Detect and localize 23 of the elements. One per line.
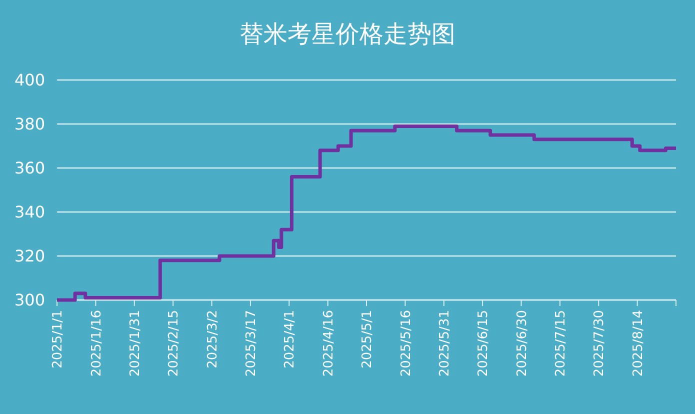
x-tick-label: 2025/1/1 <box>50 310 66 368</box>
x-tick-label: 2025/4/1 <box>282 310 298 368</box>
chart-title: 替米考星价格走势图 <box>240 20 456 48</box>
y-tick-label: 380 <box>14 114 45 134</box>
x-tick-label: 2025/3/2 <box>205 310 220 368</box>
x-tick-label: 2025/3/17 <box>244 310 259 377</box>
y-tick-label: 300 <box>14 290 45 310</box>
x-tick-label: 2025/4/16 <box>321 310 336 377</box>
x-tick-label: 2025/2/15 <box>166 310 182 377</box>
x-tick-label: 2025/7/15 <box>553 310 568 377</box>
x-tick-label: 2025/1/31 <box>128 310 143 377</box>
x-tick-label: 2025/6/15 <box>476 310 492 377</box>
x-tick-label: 2025/1/16 <box>89 310 104 377</box>
x-tick-label: 2025/5/16 <box>398 310 414 377</box>
y-tick-label: 400 <box>14 70 45 90</box>
x-tick-label: 2025/6/30 <box>514 310 530 377</box>
x-tick-label: 2025/8/14 <box>630 310 646 377</box>
x-tick-label: 2025/5/31 <box>437 310 452 377</box>
y-tick-label: 320 <box>14 246 45 266</box>
x-tick-label: 2025/5/1 <box>360 310 376 368</box>
y-tick-label: 340 <box>14 202 45 222</box>
y-tick-label: 360 <box>14 158 45 178</box>
x-tick-label: 2025/7/30 <box>592 310 608 377</box>
